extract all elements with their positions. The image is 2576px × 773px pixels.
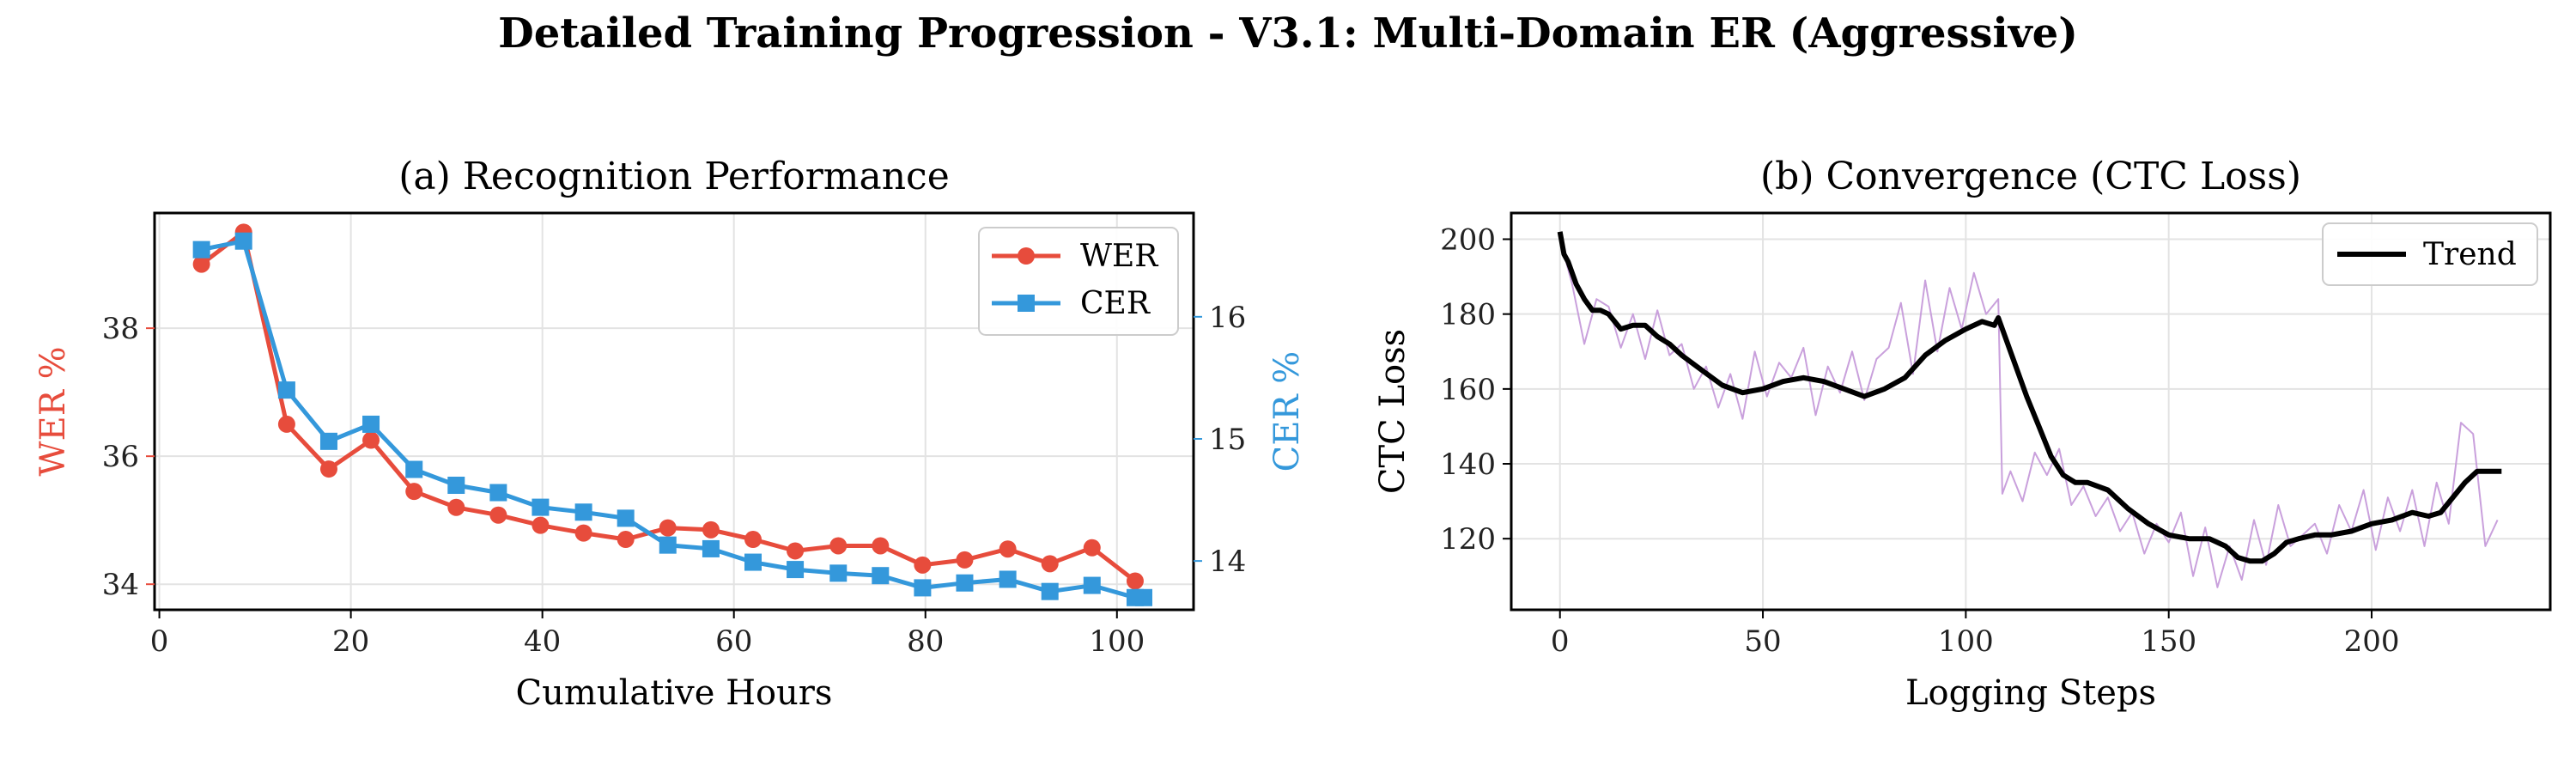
cer-data-point [192, 240, 210, 259]
cer-data-point [234, 232, 252, 250]
wer-data-point [787, 542, 805, 560]
wer-data-point [744, 531, 762, 549]
legend-wer-label: WER [1080, 239, 1158, 274]
wer-data-point [489, 506, 507, 524]
wer-data-point [829, 537, 848, 555]
cer-data-point [617, 509, 635, 527]
panel-b-x-axis-label: Logging Steps [1905, 673, 2156, 713]
wer-data-point [532, 516, 550, 534]
wer-data-point [447, 498, 465, 516]
wer-data-point [405, 483, 423, 501]
y-tick-label: 200 [1440, 223, 1496, 258]
panel-a-title: (a) Recognition Performance [398, 155, 949, 198]
cer-data-point [362, 415, 380, 433]
panel-a-y-axis-label-right: CER % [1267, 351, 1307, 472]
y-tick-label-left: 36 [102, 440, 139, 474]
cer-data-point [1083, 576, 1101, 594]
wer-data-point [914, 556, 932, 574]
panel-a-series [192, 223, 1153, 606]
cer-data-point [489, 484, 507, 502]
x-tick-label: 100 [1938, 624, 1994, 659]
panel-a-legend: WER CER [978, 227, 1179, 336]
panel-b-frame [1510, 211, 2552, 612]
cer-data-point [744, 553, 762, 571]
wer-data-point [702, 520, 720, 539]
panel-b-ticks: 0 50 100 150 200 120 140 160 180 200 [1440, 223, 2399, 659]
cer-data-point [319, 432, 337, 450]
panel-b-legend-box [2322, 222, 2538, 286]
wer-data-point [362, 431, 380, 449]
y-tick-label: 160 [1440, 373, 1496, 407]
x-tick-label: 40 [524, 624, 561, 659]
legend-cer-label: CER [1080, 286, 1151, 321]
figure-suptitle: Detailed Training Progression - V3.1: Mu… [498, 9, 2078, 58]
cer-data-point [702, 539, 720, 557]
panel-a-x-axis-label: Cumulative Hours [516, 673, 833, 713]
wer-data-point [956, 551, 974, 569]
cer-data-point [405, 460, 423, 478]
trend-series-line [1557, 231, 2502, 564]
wer-data-point [319, 460, 337, 478]
x-tick-label: 100 [1089, 624, 1145, 659]
x-tick-label: 150 [2141, 624, 2196, 659]
y-tick-label-right: 16 [1209, 301, 1246, 335]
wer-data-point [999, 540, 1017, 558]
panel-convergence: (b) Convergence (CTC Loss) 0 50 100 150 200 1… [1373, 155, 2552, 713]
cer-data-point [1135, 588, 1153, 606]
panel-b-title: (b) Convergence (CTC Loss) [1760, 155, 2301, 198]
panel-a-ticks: 0 20 40 60 80 100 34 36 38 14 15 16 [102, 301, 1247, 659]
cer-data-point [956, 574, 974, 592]
wer-data-point [1126, 572, 1144, 590]
legend-trend-label: Trend [2423, 237, 2517, 272]
wer-data-point [872, 537, 890, 555]
cer-data-point [532, 498, 550, 516]
x-tick-label: 60 [715, 624, 752, 659]
wer-data-point [1041, 555, 1059, 573]
x-tick-label: 0 [1551, 624, 1570, 659]
panel-b-legend: Trend [2322, 222, 2538, 286]
cer-data-point [872, 567, 890, 585]
y-tick-label-right: 14 [1209, 545, 1246, 579]
legend-wer-marker [1018, 247, 1035, 265]
x-tick-label: 80 [907, 624, 944, 659]
cer-data-point [787, 561, 805, 579]
x-tick-label: 0 [150, 624, 169, 659]
cer-data-point [574, 503, 592, 521]
panel-b-grid [1511, 213, 2550, 610]
panel-a-frame [153, 211, 1195, 612]
x-tick-label: 20 [332, 624, 369, 659]
wer-data-point [277, 415, 295, 433]
cer-data-point [659, 536, 677, 554]
cer-data-point [1041, 582, 1059, 600]
legend-cer-marker [1018, 295, 1035, 312]
wer-data-point [192, 255, 210, 273]
wer-data-point [574, 524, 592, 542]
cer-data-point [447, 477, 465, 495]
raw-loss-series-line [1558, 239, 2499, 588]
y-tick-label: 120 [1440, 522, 1496, 557]
panel-recognition-performance: (a) Recognition Performance 0 20 40 60 80 100… [33, 155, 1307, 713]
y-tick-label: 180 [1440, 298, 1496, 332]
y-tick-label-left: 38 [102, 312, 139, 346]
y-tick-label: 140 [1440, 447, 1496, 482]
wer-data-point [659, 519, 677, 537]
y-tick-label-left: 34 [102, 568, 139, 602]
cer-data-point [829, 564, 848, 582]
wer-data-point [1083, 539, 1101, 557]
wer-data-point [617, 531, 635, 549]
x-tick-label: 50 [1744, 624, 1781, 659]
panel-b-y-axis-label: CTC Loss [1373, 329, 1413, 494]
cer-data-point [999, 570, 1017, 588]
x-tick-label: 200 [2344, 624, 2400, 659]
cer-data-point [914, 579, 932, 597]
y-tick-label-right: 15 [1209, 423, 1246, 457]
panel-b-series [1557, 231, 2502, 588]
panel-a-y-axis-label-left: WER % [33, 346, 73, 476]
cer-data-point [277, 381, 295, 399]
